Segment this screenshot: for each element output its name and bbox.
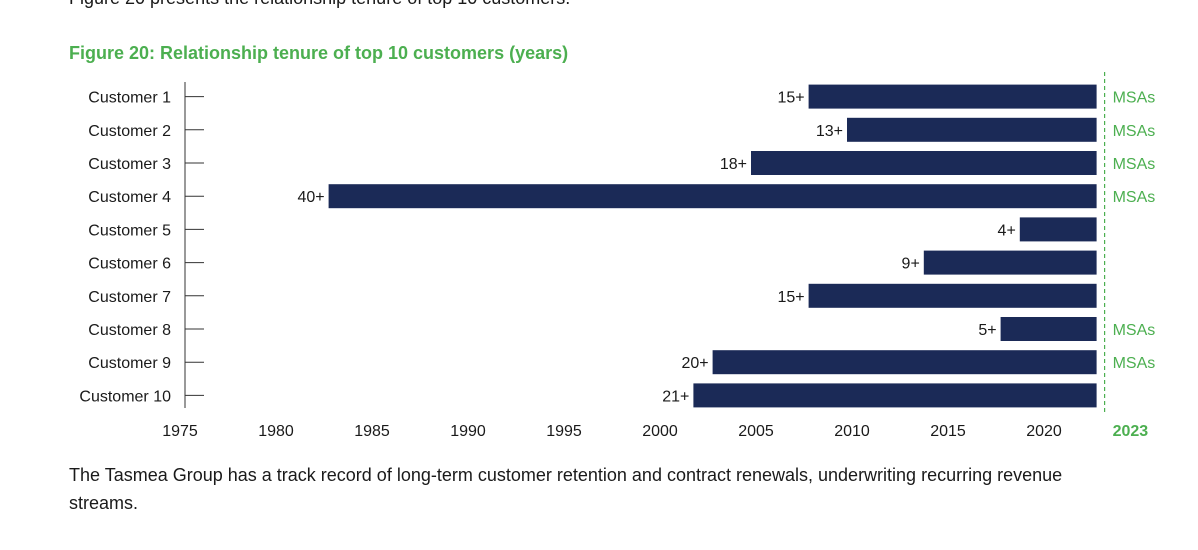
category-label: Customer 3: [88, 156, 171, 173]
tenure-bar: [693, 383, 1097, 408]
category-label: Customer 8: [88, 322, 171, 339]
tenure-bar: [1000, 317, 1097, 341]
msas-label: MSAs: [1113, 123, 1156, 140]
preceding-text: Figure 20 presents the relationship tenu…: [69, 0, 570, 9]
x-tick-label: 2015: [930, 423, 966, 440]
tenure-bar: [808, 84, 1097, 109]
value-label: 18+: [720, 156, 747, 173]
end-year-label: 2023: [1113, 423, 1149, 440]
msas-label: MSAs: [1113, 322, 1156, 339]
tenure-bar: [923, 250, 1097, 275]
value-label: 20+: [681, 355, 708, 372]
value-label: 40+: [297, 189, 324, 206]
category-label: Customer 7: [88, 289, 171, 306]
category-label: Customer 2: [88, 123, 171, 140]
value-label: 13+: [816, 123, 843, 140]
x-tick-label: 2020: [1026, 423, 1062, 440]
msas-label: MSAs: [1113, 156, 1156, 173]
category-label: Customer 1: [88, 90, 171, 107]
x-tick-label: 2005: [738, 423, 774, 440]
category-label: Customer 5: [88, 222, 171, 239]
value-label: 4+: [998, 222, 1016, 239]
value-label: 15+: [777, 289, 804, 306]
x-tick-label: 2000: [642, 423, 678, 440]
value-label: 15+: [777, 90, 804, 107]
x-tick-label: 1980: [258, 423, 294, 440]
msas-label: MSAs: [1113, 355, 1156, 372]
category-label: Customer 6: [88, 256, 171, 273]
tenure-bar-chart: Customer 1 15+ MSAs Customer 2 13+ MSAs Custom…: [79, 72, 1156, 440]
tenure-bar: [751, 151, 1097, 175]
category-label: Customer 10: [79, 388, 171, 405]
tenure-bar: [847, 117, 1097, 142]
x-tick-label: 2010: [834, 423, 870, 440]
figure-caption: The Tasmea Group has a track record of l…: [69, 465, 1063, 513]
x-tick-label: 1995: [546, 423, 582, 440]
x-tick-label: 1975: [162, 423, 198, 440]
tenure-bar: [328, 184, 1097, 209]
x-tick-label: 1990: [450, 423, 486, 440]
tenure-bar: [1019, 217, 1097, 242]
category-label: Customer 9: [88, 355, 171, 372]
tenure-bar: [712, 350, 1097, 375]
msas-label: MSAs: [1113, 189, 1156, 206]
figure-title: Figure 20: Relationship tenure of top 10…: [69, 43, 569, 63]
value-label: 9+: [902, 256, 920, 273]
msas-label: MSAs: [1113, 90, 1156, 107]
tenure-bar: [808, 283, 1097, 308]
value-label: 21+: [662, 388, 689, 405]
x-tick-label: 1985: [354, 423, 390, 440]
category-label: Customer 4: [88, 189, 171, 206]
value-label: 5+: [978, 322, 996, 339]
